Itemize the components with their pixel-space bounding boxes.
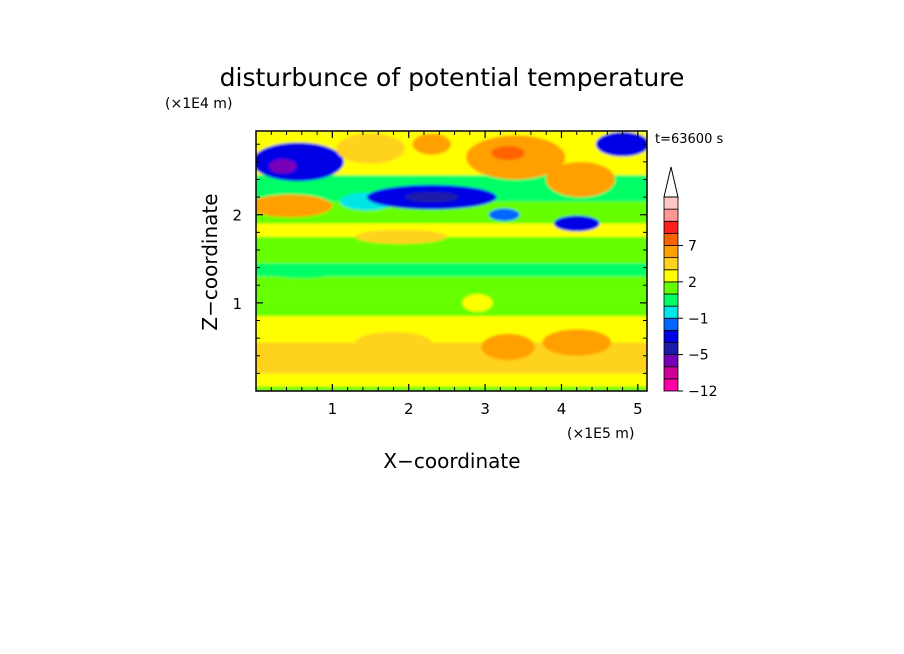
contour-cell-6	[336, 133, 405, 164]
y-scale-label: (×1E4 m)	[165, 96, 232, 112]
colorbar-segment-7	[663, 293, 679, 307]
contour-cell-19	[588, 279, 642, 292]
contour-cell-10	[546, 161, 615, 198]
x-axis-label: X−coordinate	[383, 449, 520, 473]
colorbar-segment-0	[663, 378, 679, 392]
contour-cell-5	[404, 191, 459, 203]
plot-area	[256, 131, 647, 391]
contour-cell-14	[488, 208, 520, 221]
contour-cell-13	[355, 229, 447, 244]
x-tick-label-4: 5	[633, 400, 643, 418]
colorbar: −12−5−127	[663, 166, 718, 400]
contour-cell-7	[412, 133, 451, 155]
colorbar-label-3: 2	[688, 275, 697, 291]
colorbar-segment-8	[663, 281, 679, 295]
x-tick-label-3: 4	[557, 400, 567, 418]
contour-cell-12	[553, 215, 600, 232]
y-tick-label-0: 1	[232, 295, 242, 313]
colorbar-segment-6	[663, 305, 679, 319]
contour-cell-9	[491, 145, 525, 161]
colorbar-segment-1	[663, 366, 679, 380]
colorbar-segment-3	[663, 342, 679, 356]
colorbar-segment-2	[663, 354, 679, 368]
colorbar-label-2: −1	[688, 311, 709, 327]
colorbar-label-0: −12	[688, 384, 718, 400]
contour-cell-15	[542, 329, 612, 356]
colorbar-segment-12	[663, 232, 679, 246]
contour-fill-layer	[256, 131, 647, 391]
chart-title: disturbunce of potential temperature	[220, 63, 685, 92]
colorbar-label-4: 7	[688, 239, 697, 255]
colorbar-segment-10	[663, 257, 679, 271]
y-axis: 12	[232, 143, 647, 374]
contour-cell-2	[256, 194, 333, 218]
y-axis-label: Z−coordinate	[198, 193, 222, 330]
plot-frame	[255, 130, 648, 392]
contour-band-8	[256, 223, 647, 237]
colorbar-segment-4	[663, 329, 679, 343]
colorbar-segment-9	[663, 269, 679, 283]
x-tick-label-0: 1	[328, 400, 338, 418]
x-tick-label-2: 3	[480, 400, 490, 418]
contour-band-0	[256, 386, 647, 391]
contour-cell-0	[256, 142, 344, 182]
contour-cell-17	[355, 331, 432, 354]
contour-cell-18	[267, 265, 337, 279]
colorbar-segment-5	[663, 317, 679, 331]
time-label: t=63600 s	[655, 132, 723, 147]
colorbar-label-1: −5	[688, 348, 709, 364]
contour-cell-11	[595, 131, 647, 157]
x-tick-label-1: 2	[404, 400, 414, 418]
y-tick-label-1: 2	[232, 207, 242, 225]
contour-band-4	[256, 294, 647, 317]
colorbar-extend-arrow	[663, 166, 679, 198]
x-scale-label: (×1E5 m)	[567, 426, 634, 442]
contour-band-1	[256, 373, 647, 387]
colorbar-segment-14	[663, 208, 679, 222]
contour-cell-1	[268, 159, 297, 174]
contour-band-6	[256, 263, 647, 277]
contour-band-5	[256, 276, 647, 295]
colorbar-segment-15	[663, 196, 679, 210]
contour-cell-20	[462, 294, 493, 312]
colorbar-segment-11	[663, 245, 679, 259]
contour-band-7	[256, 236, 647, 264]
x-axis: 1 2 3 4 5	[270, 131, 643, 418]
contour-cell-16	[481, 333, 535, 361]
colorbar-segment-13	[663, 220, 679, 234]
